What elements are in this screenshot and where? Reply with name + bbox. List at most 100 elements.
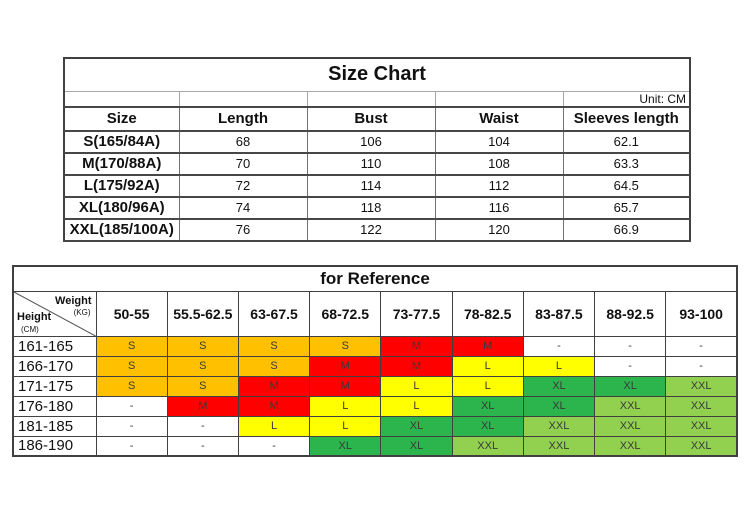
length-value: 76 xyxy=(178,217,308,242)
height-unit-label: (CM) xyxy=(21,324,39,334)
length-value: 68 xyxy=(178,129,308,154)
size-cell: S xyxy=(237,335,311,357)
height-axis-label: Height xyxy=(17,310,52,323)
size-label: L(175/92A) xyxy=(63,173,180,198)
size-chart-row: M(170/88A) 70 110 108 63.3 xyxy=(63,151,691,176)
size-cell: - xyxy=(594,355,667,377)
size-cell: L xyxy=(451,355,524,377)
reference-row: 171-175 S S M M L L XL XL XXL xyxy=(12,375,738,397)
size-label: XL(180/96A) xyxy=(63,195,180,220)
height-row-label: 171-175 xyxy=(12,375,97,397)
bust-value: 114 xyxy=(306,173,436,198)
height-weight-corner-cell: Weight (KG) Height (CM) xyxy=(12,290,97,337)
sleeves-value: 64.5 xyxy=(562,173,691,198)
bust-value: 118 xyxy=(306,195,436,220)
unit-row-empty-cell xyxy=(434,90,564,108)
waist-value: 104 xyxy=(434,129,564,154)
size-cell: XL xyxy=(380,435,453,457)
height-row-label: 181-185 xyxy=(12,415,97,437)
size-cell: XXL xyxy=(665,415,738,437)
bust-value: 106 xyxy=(306,129,436,154)
size-cell: XXL xyxy=(522,415,596,437)
size-label: M(170/88A) xyxy=(63,151,180,176)
size-cell: L xyxy=(380,395,453,417)
size-cell: S xyxy=(166,375,239,397)
size-cell: XXL xyxy=(594,395,667,417)
size-chart-header-bust: Bust xyxy=(306,105,436,132)
size-cell: XXL xyxy=(451,435,524,457)
height-row-label: 161-165 xyxy=(12,335,97,357)
size-cell: - xyxy=(665,335,738,357)
size-cell: L xyxy=(309,415,382,437)
length-value: 72 xyxy=(178,173,308,198)
size-cell: XL xyxy=(380,415,453,437)
size-cell: - xyxy=(594,335,667,357)
weight-column-header: 88-92.5 xyxy=(594,290,667,337)
weight-column-header: 93-100 xyxy=(665,290,738,337)
size-chart-header-sleeves: Sleeves length xyxy=(562,105,691,132)
size-cell: S xyxy=(95,375,168,397)
bust-value: 110 xyxy=(306,151,436,176)
size-cell: M xyxy=(451,335,524,357)
size-chart-row: XXL(185/100A) 76 122 120 66.9 xyxy=(63,217,691,242)
waist-value: 112 xyxy=(434,173,564,198)
size-cell: L xyxy=(522,355,596,377)
size-cell: M xyxy=(309,355,382,377)
reference-row: 186-190 - - - XL XL XXL XXL XXL XXL xyxy=(12,435,738,457)
unit-row-empty-cell xyxy=(178,90,308,108)
size-cell: S xyxy=(166,335,239,357)
size-cell: M xyxy=(309,375,382,397)
reference-row: 161-165 S S S S M M - - - xyxy=(12,335,738,357)
size-chart-header-size: Size xyxy=(63,105,180,132)
size-cell: XL xyxy=(594,375,667,397)
reference-row: 181-185 - - L L XL XL XXL XXL XXL xyxy=(12,415,738,437)
weight-column-header: 50-55 xyxy=(95,290,168,337)
size-cell: XL xyxy=(522,375,596,397)
size-cell: - xyxy=(522,335,596,357)
unit-note: Unit: CM xyxy=(562,90,691,108)
size-cell: S xyxy=(309,335,382,357)
size-cell: L xyxy=(451,375,524,397)
size-cell: - xyxy=(166,415,239,437)
sleeves-value: 66.9 xyxy=(562,217,691,242)
size-chart-table: Size Chart Unit: CM Size Length Bust Wai… xyxy=(63,57,692,242)
size-label: S(165/84A) xyxy=(63,129,180,154)
weight-column-header: 83-87.5 xyxy=(522,290,596,337)
size-chart-header-waist: Waist xyxy=(434,105,564,132)
size-cell: XXL xyxy=(665,435,738,457)
size-cell: - xyxy=(95,395,168,417)
size-cell: S xyxy=(237,355,311,377)
size-cell: XXL xyxy=(594,415,667,437)
size-chart-row: L(175/92A) 72 114 112 64.5 xyxy=(63,173,691,198)
size-cell: M xyxy=(380,355,453,377)
sleeves-value: 65.7 xyxy=(562,195,691,220)
weight-column-header: 68-72.5 xyxy=(309,290,382,337)
size-cell: XL xyxy=(451,395,524,417)
reference-table: for Reference Weight (KG) Height (CM) 50… xyxy=(12,265,738,457)
size-cell: S xyxy=(95,355,168,377)
size-cell: M xyxy=(237,395,311,417)
size-cell: - xyxy=(665,355,738,377)
weight-column-header: 73-77.5 xyxy=(380,290,453,337)
length-value: 74 xyxy=(178,195,308,220)
unit-row-empty-cell xyxy=(306,90,436,108)
waist-value: 116 xyxy=(434,195,564,220)
size-cell: XL xyxy=(522,395,596,417)
waist-value: 108 xyxy=(434,151,564,176)
sleeves-value: 62.1 xyxy=(562,129,691,154)
waist-value: 120 xyxy=(434,217,564,242)
weight-axis-label: Weight xyxy=(55,294,92,307)
bust-value: 122 xyxy=(306,217,436,242)
size-cell: XL xyxy=(451,415,524,437)
size-cell: XXL xyxy=(665,395,738,417)
size-cell: XXL xyxy=(522,435,596,457)
reference-title: for Reference xyxy=(12,265,738,292)
size-cell: S xyxy=(95,335,168,357)
length-value: 70 xyxy=(178,151,308,176)
size-cell: M xyxy=(166,395,239,417)
sleeves-value: 63.3 xyxy=(562,151,691,176)
unit-row-empty-cell xyxy=(63,90,180,108)
size-chart-title: Size Chart xyxy=(64,58,691,92)
size-cell: XXL xyxy=(665,375,738,397)
weight-column-header: 63-67.5 xyxy=(237,290,311,337)
